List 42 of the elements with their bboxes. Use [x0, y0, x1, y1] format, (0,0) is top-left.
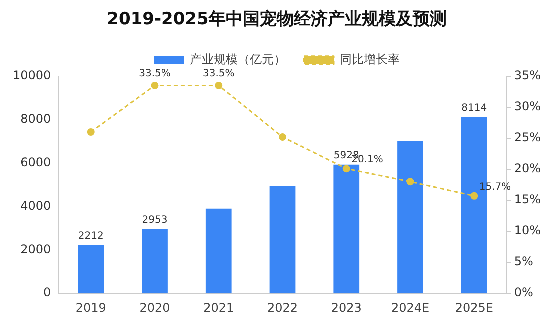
y2-tick-label: 35%: [514, 68, 541, 83]
y-tick-label: 4000: [20, 198, 52, 213]
x-tick-label: 2020: [140, 300, 170, 315]
point: [406, 178, 414, 186]
y2-tick-label: 10%: [514, 224, 541, 238]
y2-tick-label: 25%: [514, 130, 541, 145]
y-tick-label: 0: [44, 286, 52, 300]
y2-tick-label: 30%: [514, 100, 541, 114]
y-tick-label: 8000: [20, 112, 52, 126]
point: [342, 165, 350, 173]
data-label: 2212: [78, 231, 104, 242]
y-tick-label: 2000: [20, 242, 52, 256]
x-tick-label: 2022: [267, 300, 298, 315]
point: [279, 133, 286, 141]
bar: [270, 186, 296, 294]
x-tick-label: 2024E: [391, 300, 430, 315]
data-label: 33.5%: [139, 68, 171, 80]
legend-label: 产业规模（亿元）: [190, 52, 286, 67]
y2-tick-label: 5%: [514, 254, 534, 269]
x-tick-label: 2019: [76, 300, 106, 315]
x-tick-label: 2023: [331, 300, 362, 315]
y-tick-label: 6000: [20, 155, 52, 170]
point: [87, 128, 95, 136]
point: [470, 192, 478, 200]
y-tick-label: 10000: [12, 68, 52, 83]
bar: [78, 246, 104, 294]
data-label: 33.5%: [202, 68, 235, 80]
x-tick-label: 2025E: [455, 300, 494, 315]
y2-tick-label: 15%: [514, 192, 541, 207]
point: [151, 82, 159, 90]
bar: [334, 164, 360, 294]
y2-tick-label: 0%: [514, 286, 534, 300]
bar: [142, 229, 168, 294]
legend-label: 同比增长率: [340, 52, 400, 67]
data-label: 2953: [142, 215, 168, 226]
y2-tick-label: 20%: [514, 162, 541, 176]
bar: [398, 142, 424, 294]
x-tick-label: 2021: [204, 300, 234, 315]
bar: [206, 208, 232, 294]
data-label: 8114: [462, 102, 488, 114]
chart-title: 2019-2025年中国宠物经济产业规模及预测: [107, 10, 447, 30]
point: [215, 82, 223, 90]
